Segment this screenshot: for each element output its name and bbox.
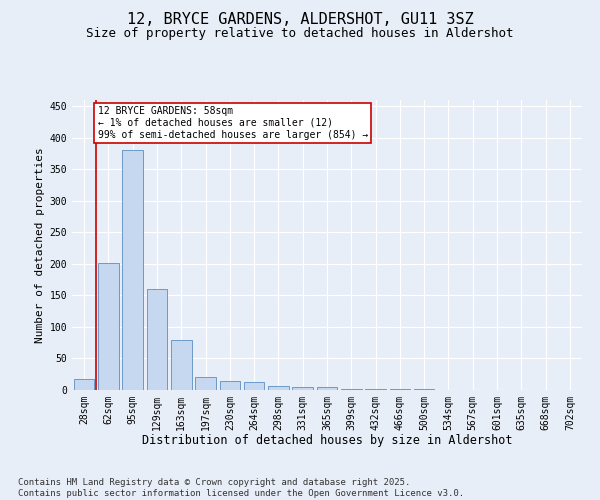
Bar (268, 386, 289, 390)
Text: Contains HM Land Registry data © Crown copyright and database right 2025.
Contai: Contains HM Land Registry data © Crown c… (18, 478, 464, 498)
Bar (122, 150, 143, 390)
Bar (146, 289, 167, 390)
Bar (220, 380, 240, 390)
Bar (341, 388, 362, 390)
Text: Size of property relative to detached houses in Aldershot: Size of property relative to detached ho… (86, 28, 514, 40)
Bar (74, 380, 94, 390)
Text: 12, BRYCE GARDENS, ALDERSHOT, GU11 3SZ: 12, BRYCE GARDENS, ALDERSHOT, GU11 3SZ (127, 12, 473, 28)
Bar (317, 388, 337, 390)
X-axis label: Distribution of detached houses by size in Aldershot: Distribution of detached houses by size … (142, 434, 512, 448)
Y-axis label: Number of detached properties: Number of detached properties (35, 147, 46, 343)
Bar (195, 378, 216, 390)
Bar (292, 387, 313, 390)
Text: 12 BRYCE GARDENS: 58sqm
← 1% of detached houses are smaller (12)
99% of semi-det: 12 BRYCE GARDENS: 58sqm ← 1% of detached… (97, 106, 368, 140)
Bar (244, 382, 265, 390)
Bar (98, 264, 119, 390)
Bar (171, 340, 191, 390)
